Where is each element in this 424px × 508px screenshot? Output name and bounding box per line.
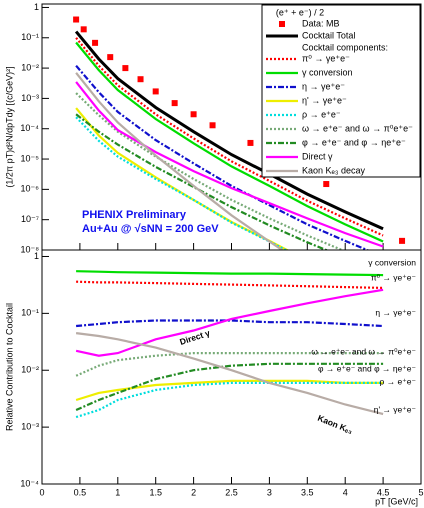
curve bbox=[76, 270, 384, 277]
curve bbox=[75, 379, 384, 402]
legend-marker bbox=[279, 21, 285, 27]
y-tick-label: 10⁻⁸ bbox=[20, 244, 39, 254]
data-point bbox=[137, 76, 144, 83]
curve bbox=[75, 64, 370, 250]
curve-label: φ → e⁺e⁻ and φ → ηe⁺e⁻ bbox=[318, 363, 416, 373]
y-tick-label: 10⁻⁷ bbox=[21, 214, 39, 224]
curve bbox=[75, 381, 384, 419]
data-point bbox=[399, 237, 406, 244]
data-point bbox=[80, 26, 87, 33]
x-axis-label: pT [GeV/c] bbox=[375, 496, 418, 506]
x-tick-label: 4 bbox=[343, 487, 348, 497]
legend-label: η' → γe⁺e⁻ bbox=[302, 95, 347, 105]
x-tick-label: 5 bbox=[418, 487, 423, 497]
annotation: PHENIX Preliminary bbox=[82, 209, 187, 221]
curve bbox=[75, 113, 329, 250]
data-point bbox=[92, 39, 99, 46]
legend-label: φ → e⁺e⁻ and φ → ηe⁺e⁻ bbox=[302, 137, 406, 147]
curve bbox=[76, 319, 384, 328]
x-tick-label: 1.5 bbox=[149, 487, 162, 497]
x-tick-label: 1 bbox=[115, 487, 120, 497]
legend-label: Kaon Kₑ₃ decay bbox=[302, 165, 366, 175]
curve bbox=[75, 81, 384, 248]
y-tick-label: 10⁻³ bbox=[21, 421, 39, 431]
data-point bbox=[247, 139, 254, 146]
legend-title: (e⁺ + e⁻) / 2 bbox=[276, 7, 324, 17]
y-tick-label: 10⁻² bbox=[21, 365, 39, 375]
curve bbox=[75, 72, 285, 250]
legend-label: Data: MB bbox=[302, 18, 340, 28]
y-tick-label: 10⁻⁴ bbox=[20, 123, 39, 133]
y-tick-label: 1 bbox=[34, 2, 39, 12]
annotation: Au+Au @ √sNN = 200 GeV bbox=[82, 223, 219, 235]
data-point bbox=[122, 65, 129, 72]
plot-area bbox=[75, 270, 384, 419]
curve-label: ω → e⁺e⁻ and ω → π⁰e⁺e⁻ bbox=[311, 346, 416, 356]
curve-label: η' → γe⁺e⁻ bbox=[374, 404, 417, 414]
curve-label: ρ → e⁺e⁻ bbox=[380, 376, 417, 386]
legend-box bbox=[261, 4, 421, 178]
legend-subtitle: Cocktail components: bbox=[302, 42, 388, 52]
x-tick-label: 3 bbox=[267, 487, 272, 497]
y-axis-label: Relative Contribution to Cocktail bbox=[4, 303, 14, 431]
curve bbox=[75, 116, 288, 250]
y-tick-label: 10⁻³ bbox=[21, 93, 39, 103]
x-tick-label: 2.5 bbox=[225, 487, 238, 497]
y-tick-label: 10⁻¹ bbox=[21, 308, 39, 318]
x-tick-label: 2 bbox=[191, 487, 196, 497]
x-tick-label: 4.5 bbox=[377, 487, 390, 497]
data-point bbox=[323, 181, 330, 188]
y-tick-label: 1 bbox=[34, 251, 39, 261]
curve-label: π⁰ → γe⁺e⁻ bbox=[371, 272, 417, 282]
legend-label: η → γe⁺e⁻ bbox=[302, 81, 345, 91]
y-tick-label: 10⁻⁴ bbox=[20, 478, 39, 488]
legend-label: ρ → e⁺e⁻ bbox=[302, 109, 341, 119]
curve bbox=[74, 30, 384, 231]
y-tick-label: 10⁻⁵ bbox=[21, 153, 40, 163]
data-point bbox=[73, 16, 80, 23]
curve bbox=[75, 92, 345, 250]
curve bbox=[75, 37, 384, 237]
legend-label: Cocktail Total bbox=[302, 30, 355, 40]
data-point bbox=[190, 111, 197, 118]
curve bbox=[75, 362, 384, 412]
y-tick-label: 10⁻¹ bbox=[21, 32, 39, 42]
curve bbox=[75, 332, 384, 416]
plot-area bbox=[73, 16, 406, 250]
curve-label: η → γe⁺e⁻ bbox=[375, 307, 416, 317]
x-tick-label: 3.5 bbox=[301, 487, 314, 497]
legend-label: γ conversion bbox=[302, 67, 353, 77]
curve bbox=[75, 107, 290, 250]
y-tick-label: 10⁻² bbox=[21, 62, 39, 72]
y-axis-label: (1/2π pT)d²N/dpTdy [(c/GeV)²] bbox=[4, 66, 14, 187]
curve bbox=[76, 280, 384, 289]
curve bbox=[75, 41, 384, 243]
curve bbox=[75, 288, 384, 357]
curve-label: γ conversion bbox=[368, 257, 416, 267]
x-tick-label: 0 bbox=[39, 487, 44, 497]
data-point bbox=[152, 88, 159, 95]
curve bbox=[75, 352, 384, 377]
y-tick-label: 10⁻⁶ bbox=[21, 184, 40, 194]
legend-label: Direct γ bbox=[302, 151, 333, 161]
legend-label: π⁰ → γe⁺e⁻ bbox=[302, 53, 350, 63]
data-point bbox=[171, 100, 178, 107]
data-point bbox=[107, 54, 114, 61]
x-tick-label: 0.5 bbox=[74, 487, 87, 497]
legend-label: ω → e⁺e⁻ and ω → π⁰e⁺e⁻ bbox=[302, 123, 413, 133]
data-point bbox=[209, 122, 216, 129]
